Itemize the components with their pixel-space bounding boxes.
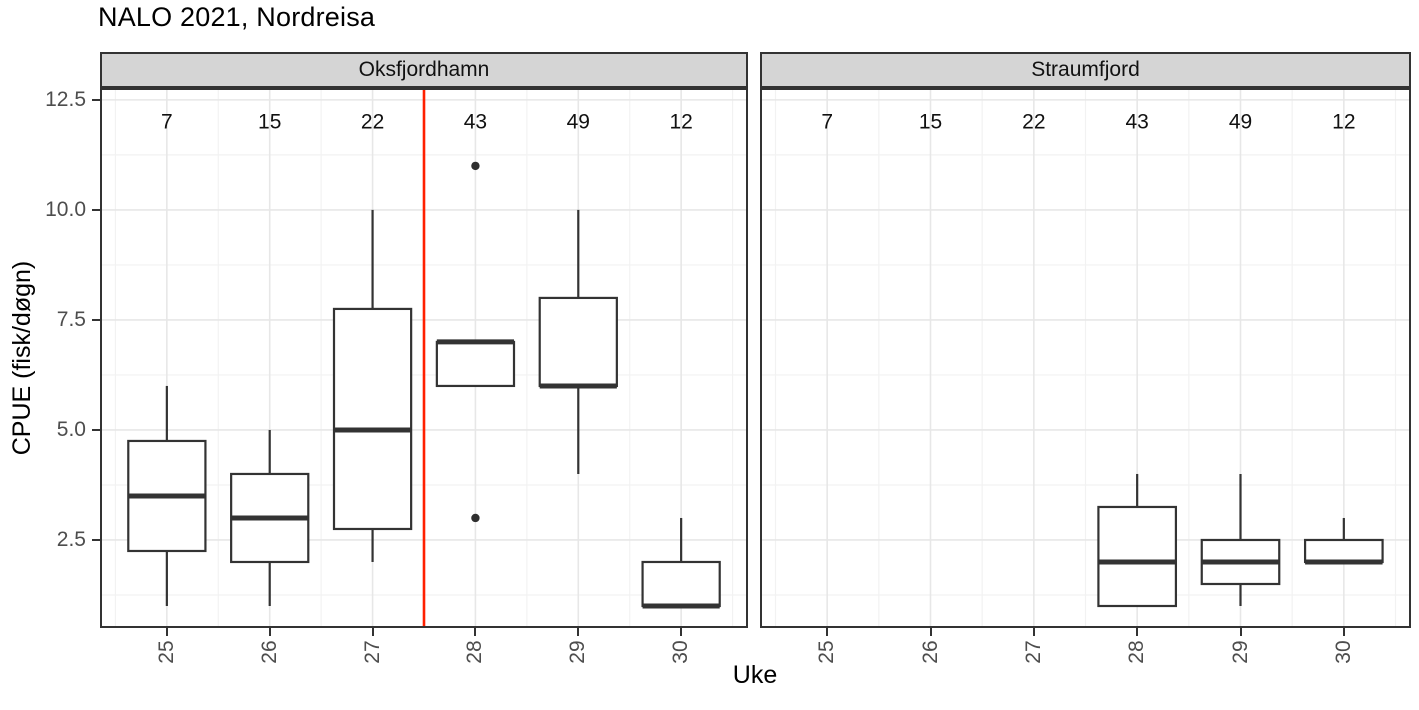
x-tick-label: 30: [669, 640, 693, 664]
y-tick-label: 7.5: [56, 307, 86, 331]
count-label: 49: [567, 110, 590, 133]
chart-title: NALO 2021, Nordreisa: [98, 2, 376, 32]
count-label: 49: [1229, 110, 1252, 133]
count-label: 22: [1022, 110, 1045, 133]
facet-strip-oksfjordhamn: Oksfjordhamn: [100, 52, 748, 88]
x-tick-label: 27: [360, 640, 384, 664]
outlier-point: [471, 161, 480, 171]
x-tick-label: 26: [257, 640, 281, 664]
panel-canvas: 7 15 22 43 49 12: [100, 88, 748, 628]
boxplot-box: [435, 340, 516, 388]
y-tick: [92, 318, 100, 321]
y-tick: [92, 538, 100, 541]
facet-panel-oksfjordhamn: 7 15 22 43 49 12: [100, 88, 748, 628]
y-tick-label: 12.5: [45, 87, 86, 111]
y-tick: [92, 208, 100, 211]
boxplot-box: [538, 296, 618, 388]
x-tick-label: 25: [815, 640, 839, 664]
x-tick-label: 30: [1331, 640, 1355, 664]
x-tick: [1032, 628, 1035, 636]
count-label: 15: [919, 110, 942, 133]
x-tick: [577, 628, 580, 636]
x-tick-label: 26: [918, 640, 942, 664]
panel-canvas: 7 15 22 43 49 12: [760, 88, 1411, 628]
boxplot-box: [1303, 538, 1384, 564]
boxplot-box: [332, 307, 413, 531]
x-tick-label: 25: [154, 640, 178, 664]
x-tick: [680, 628, 683, 636]
x-tick-label: 29: [1228, 640, 1252, 664]
facet-strip-straumfjord: Straumfjord: [760, 52, 1411, 88]
count-label: 12: [1332, 110, 1355, 133]
x-tick: [826, 628, 829, 636]
x-tick: [929, 628, 932, 636]
count-label: 12: [669, 110, 692, 133]
count-label: 7: [821, 110, 833, 133]
facet-panel-straumfjord: 7 15 22 43 49 12: [760, 88, 1411, 628]
y-tick-label: 10.0: [45, 197, 86, 221]
x-tick: [165, 628, 168, 636]
count-label: 43: [1125, 110, 1148, 133]
x-tick: [268, 628, 271, 636]
panel-border: [760, 88, 1411, 628]
x-tick: [474, 628, 477, 636]
count-label: 43: [464, 110, 487, 133]
x-tick-label: 28: [1125, 640, 1149, 664]
y-tick-label: 5.0: [56, 417, 86, 441]
y-axis-title: CPUE (fisk/døgn): [8, 260, 36, 456]
x-tick-label: 29: [566, 640, 590, 664]
x-tick-label: 27: [1021, 640, 1045, 664]
count-label: 15: [258, 110, 281, 133]
y-tick: [92, 428, 100, 431]
y-tick-label: 2.5: [56, 527, 86, 551]
x-tick: [1136, 628, 1139, 636]
count-label: 22: [361, 110, 384, 133]
x-tick: [1342, 628, 1345, 636]
boxplot-box: [1097, 505, 1178, 608]
panel-border: [100, 88, 748, 628]
x-axis-title: Uke: [732, 661, 778, 689]
x-tick: [371, 628, 374, 636]
y-tick: [92, 98, 100, 101]
x-tick-label: 28: [463, 640, 487, 664]
outlier-point: [471, 513, 480, 523]
boxplot-box: [641, 560, 721, 608]
x-tick: [1239, 628, 1242, 636]
count-label: 7: [161, 110, 173, 133]
